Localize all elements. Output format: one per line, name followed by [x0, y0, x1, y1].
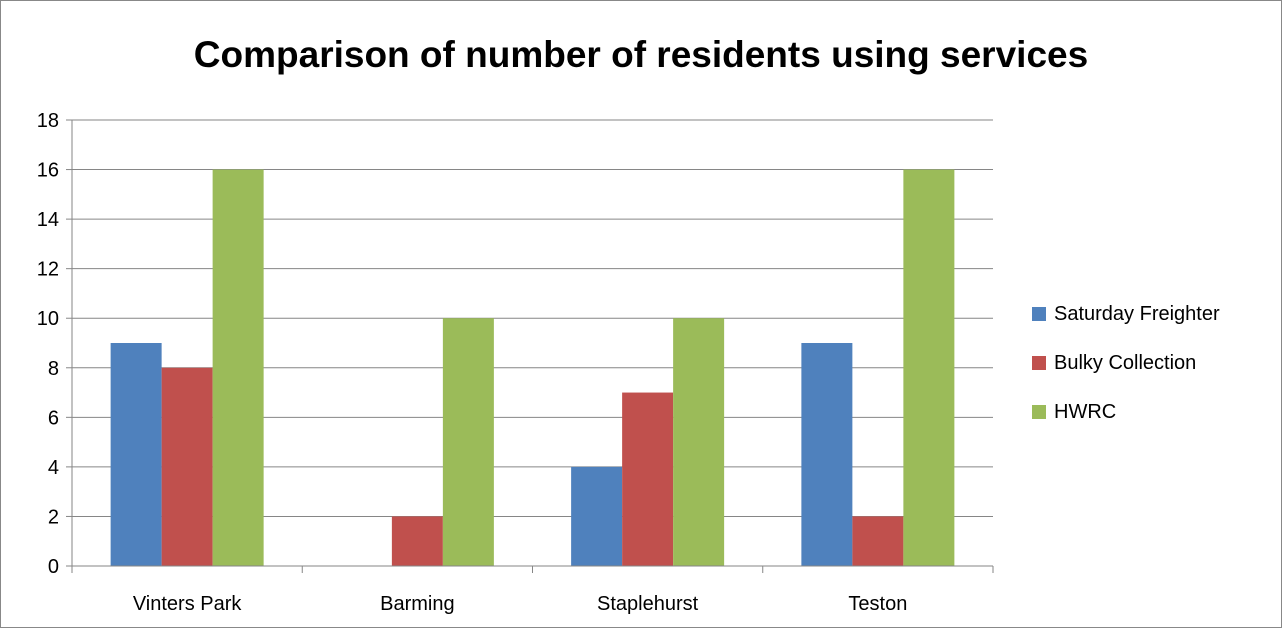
bar	[852, 516, 904, 566]
bar	[442, 318, 494, 566]
x-category-label: Staplehurst	[597, 593, 699, 615]
legend-swatch	[1032, 356, 1046, 370]
chart-legend: Saturday Freighter Bulky Collection HWRC	[1032, 298, 1220, 445]
bar	[110, 343, 162, 566]
y-tick-label: 8	[48, 358, 59, 380]
x-category-label: Barming	[380, 593, 454, 615]
bar	[571, 466, 623, 566]
y-tick-label: 10	[37, 308, 59, 330]
bar	[161, 367, 213, 566]
y-tick-label: 4	[48, 457, 59, 479]
bar	[801, 343, 853, 566]
legend-label: Saturday Freighter	[1054, 302, 1220, 325]
legend-item: HWRC	[1032, 396, 1220, 428]
chart-title: Comparison of number of residents using …	[193, 34, 1089, 75]
legend-swatch	[1032, 307, 1046, 321]
legend-item: Saturday Freighter	[1032, 298, 1220, 330]
y-tick-label: 6	[48, 407, 59, 429]
legend-item: Bulky Collection	[1032, 347, 1220, 379]
bar	[212, 169, 264, 567]
bar	[622, 392, 674, 566]
bar	[391, 516, 443, 566]
y-tick-label: 0	[48, 556, 59, 578]
legend-label: HWRC	[1054, 400, 1117, 423]
bar	[673, 318, 725, 566]
y-tick-label: 12	[37, 259, 59, 281]
y-tick-label: 18	[37, 110, 59, 132]
legend-swatch	[1032, 405, 1046, 419]
y-tick-label: 14	[37, 209, 59, 231]
y-tick-label: 2	[48, 506, 59, 528]
x-category-label: Teston	[848, 593, 907, 615]
y-tick-label: 16	[37, 160, 59, 182]
bar	[903, 169, 955, 567]
x-category-label: Vinters Park	[133, 593, 243, 615]
legend-label: Bulky Collection	[1054, 351, 1197, 374]
